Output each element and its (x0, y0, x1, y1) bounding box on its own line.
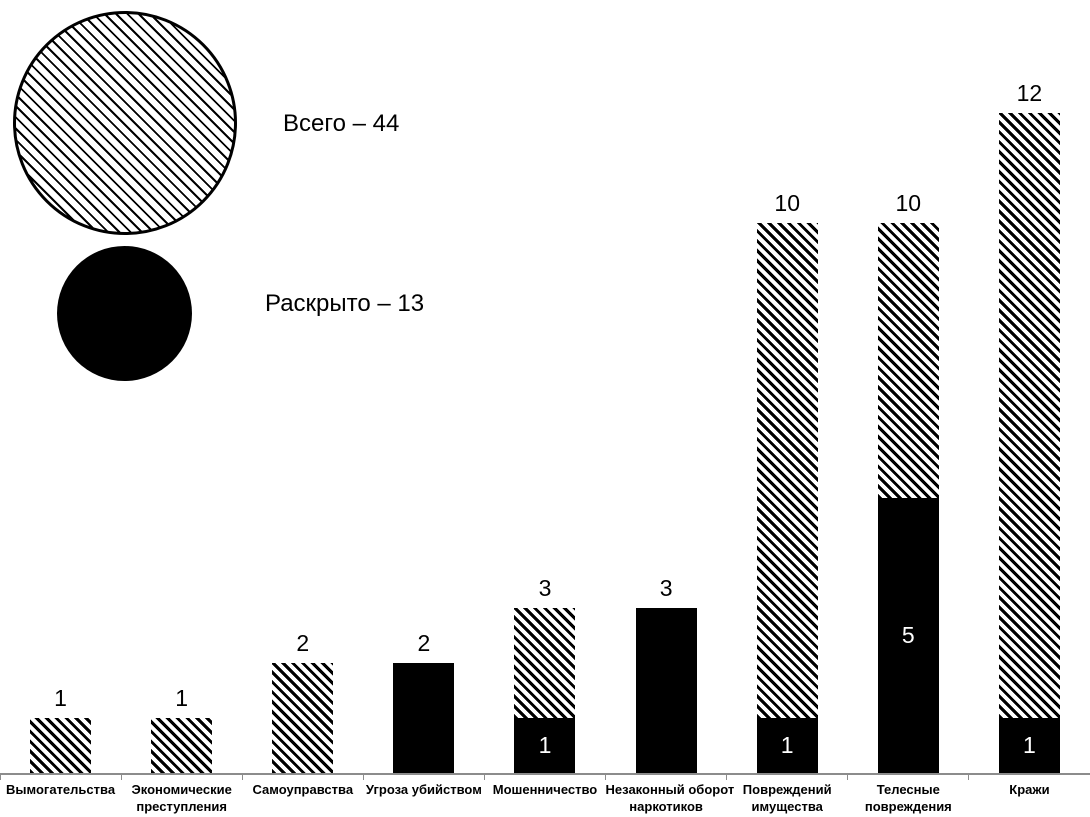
unsolved-segment (272, 663, 334, 773)
category-label-line: Кражи (1009, 782, 1050, 797)
bar-total-value-label: 1 (54, 685, 67, 711)
category-label: Вымогательства (0, 781, 121, 815)
unsolved-segment (514, 608, 576, 718)
bar-total-value-label: 2 (417, 630, 431, 656)
stacked-bar: 5 (877, 223, 939, 773)
category-label: Угроза убийством (363, 781, 484, 815)
solved-segment-value-label: 1 (780, 732, 794, 758)
solved-segment-value-label: 5 (901, 622, 915, 648)
stacked-bar (151, 718, 213, 773)
category-label-line: повреждения (864, 799, 952, 814)
bar-slot: 3 (606, 575, 727, 773)
bar-slot: 12 1 (969, 80, 1090, 773)
category-label-line: Мошенничество (492, 782, 598, 797)
axis-tick (968, 775, 970, 780)
category-label: Самоуправства (242, 781, 363, 815)
axis-tick (120, 775, 122, 780)
solved-segment-value-label: 1 (1023, 732, 1036, 758)
category-label-line: Экономические (131, 782, 232, 797)
legend-total-label: Всего – 44 (283, 110, 400, 137)
bar-total-value-label: 3 (538, 575, 552, 601)
category-labels-row: Вымогательства Экономические преступления С… (0, 781, 1090, 815)
axis-tick (483, 775, 485, 780)
category-label: Незаконный оборот наркотиков (605, 781, 735, 815)
solved-segment-value-label: 1 (538, 732, 552, 758)
stacked-bar: 1 (514, 608, 576, 773)
axis-tick (0, 775, 1, 780)
solved-segment: 1 (998, 718, 1060, 773)
stacked-bar: 1 (998, 113, 1060, 773)
category-label-line: Незаконный оборот (605, 782, 735, 797)
category-label-line: преступления (136, 799, 227, 814)
stacked-bar: 1 (756, 223, 818, 773)
category-label: Телесные повреждения (848, 781, 969, 815)
stacked-bar (30, 718, 92, 773)
unsolved-segment (877, 223, 939, 498)
bars-area: 1 1 2 2 3 1 3 10 1 10 5 12 1 (0, 68, 1090, 773)
bar-slot: 10 1 (727, 190, 848, 773)
category-label-line: Вымогательства (6, 782, 116, 797)
bar-slot: 2 (242, 630, 363, 773)
solved-segment: 1 (514, 718, 576, 773)
bar-total-value-label: 10 (895, 190, 922, 216)
bar-total-value-label: 2 (296, 630, 310, 656)
category-label: Мошенничество (484, 781, 605, 815)
axis-tick (362, 775, 364, 780)
bar-slot: 10 5 (848, 190, 969, 773)
unsolved-segment (998, 113, 1060, 718)
bar-slot: 1 (121, 685, 242, 773)
x-axis-line (0, 773, 1090, 775)
unsolved-segment (30, 718, 92, 773)
category-label-line: имущества (751, 799, 823, 814)
solved-segment: 1 (756, 718, 818, 773)
solved-segment: 5 (877, 498, 939, 773)
bar-total-value-label: 10 (774, 190, 800, 216)
category-label-line: Повреждений (742, 782, 832, 797)
bar-total-value-label: 3 (659, 575, 673, 601)
stacked-bar (393, 663, 455, 773)
axis-tick (605, 775, 607, 780)
category-label: Экономические преступления (121, 781, 242, 815)
category-label-line: Телесные (876, 782, 940, 797)
legend-total-circle-icon (13, 11, 237, 235)
unsolved-segment (756, 223, 818, 718)
category-label: Кражи (969, 781, 1090, 815)
bar-total-value-label: 1 (175, 685, 189, 711)
axis-tick (241, 775, 243, 780)
solved-segment (635, 608, 697, 773)
stacked-bar (635, 608, 697, 773)
axis-tick (726, 775, 728, 780)
solved-segment (393, 663, 455, 773)
category-label-line: Самоуправства (252, 782, 354, 797)
legend-solved-label: Раскрыто – 13 (265, 290, 425, 317)
legend-solved-circle-icon (57, 246, 192, 381)
bar-slot: 1 (0, 685, 121, 773)
category-label-line: Угроза убийством (365, 782, 482, 797)
unsolved-segment (151, 718, 213, 773)
stacked-bar (272, 663, 334, 773)
category-label-line: наркотиков (629, 799, 703, 814)
axis-tick (847, 775, 849, 780)
bar-total-value-label: 12 (1016, 80, 1043, 106)
bar-slot: 2 (363, 630, 484, 773)
category-label: Повреждений имущества (727, 781, 848, 815)
